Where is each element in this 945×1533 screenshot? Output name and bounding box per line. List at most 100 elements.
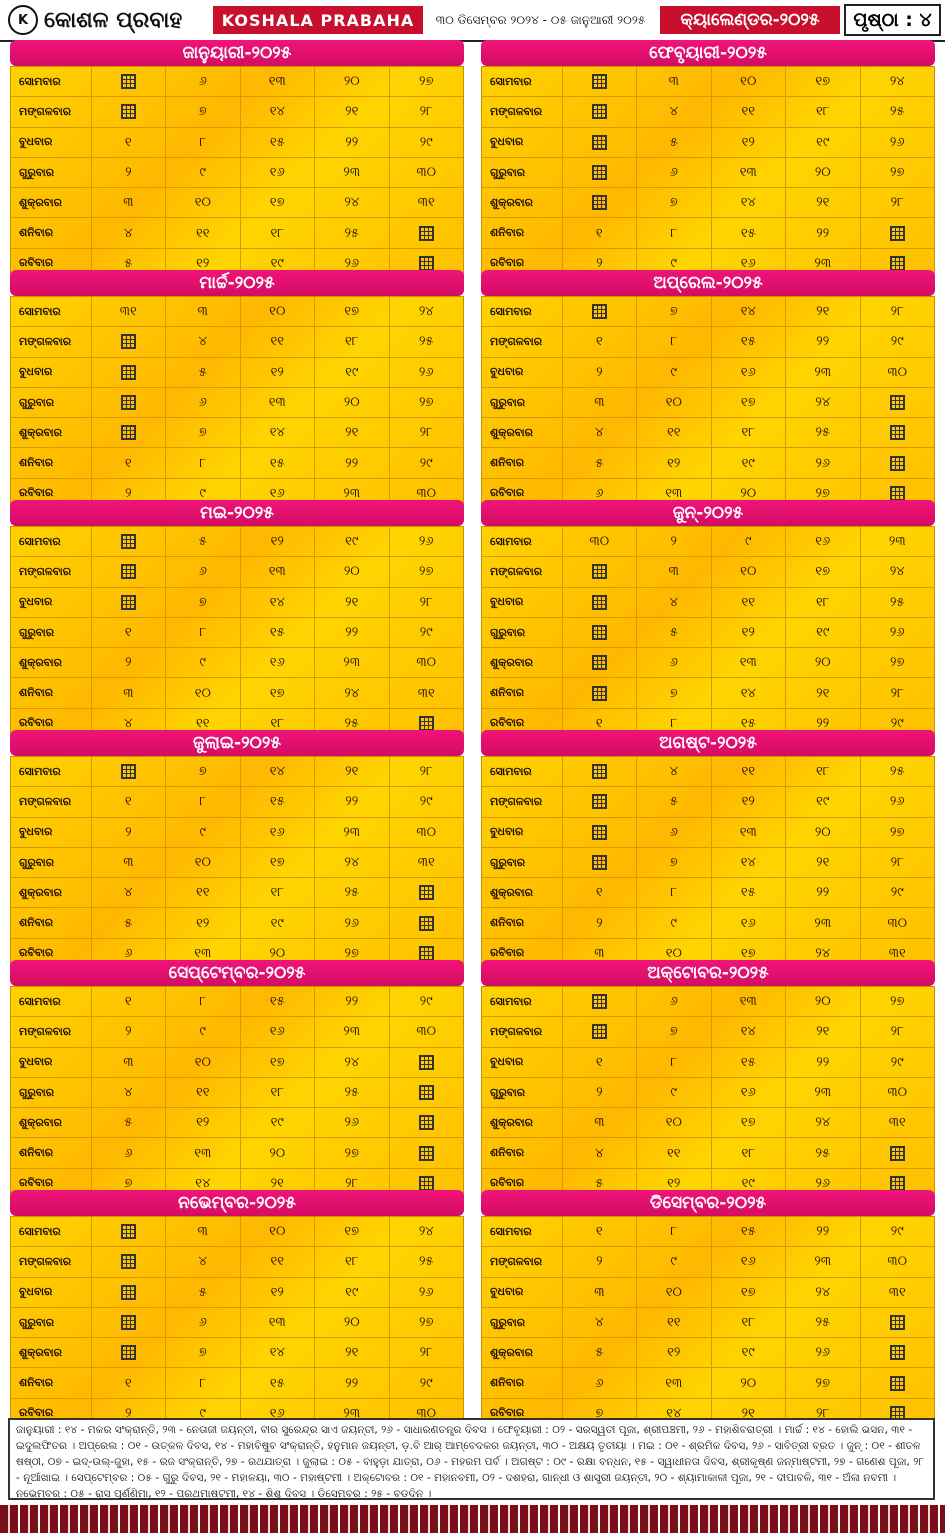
date-cell: ୧୭ xyxy=(712,938,787,969)
date-cell: ୯ xyxy=(166,1017,241,1047)
blank-date-cell xyxy=(861,1338,934,1367)
month-title: ଫେବୃୟାରୀ-୨୦୨୫ xyxy=(481,40,935,66)
date-cell: ୮ xyxy=(166,448,241,478)
week-row: ରବିବାର ୪ ୧୧ ୧୮ ୨୫ xyxy=(11,708,463,739)
week-row: ମଙ୍ଗଳବାର ୪ ୧୧ ୧୮ ୨୫ xyxy=(482,97,934,128)
blank-pattern-icon xyxy=(418,715,434,731)
date-cell: ୬ xyxy=(166,67,241,97)
date-cell: ୨୭ xyxy=(419,395,434,411)
date-cell: ୧୯ xyxy=(712,1168,787,1199)
date-cell: ୬ xyxy=(92,1138,167,1168)
date-cell: ୩ xyxy=(166,1217,241,1247)
month-title: ନଭେମ୍ବର-୨୦୨୫ xyxy=(10,1190,464,1216)
date-cell: ୨୧ xyxy=(786,847,861,878)
week-row: ଗୁରୁବାର ୩ ୧୦ ୧୭ ୨୪ ୩୧ xyxy=(11,847,463,879)
month-title: ଅପ୍ରେଲ-୨୦୨୫ xyxy=(481,270,935,296)
date-cell: ୩୦ xyxy=(416,1405,437,1421)
date-cell: ୨୧ xyxy=(315,587,390,617)
weekday-label: ଶୁକ୍ରବାର xyxy=(482,418,563,448)
weekday-label: ଶନିବାର xyxy=(482,1368,563,1398)
blank-pattern-icon xyxy=(591,655,607,671)
date-cell: ୨୨ xyxy=(786,1217,861,1247)
blank-date-cell xyxy=(390,878,463,907)
date-cell: ୨୩ xyxy=(888,534,906,550)
blank-date-cell xyxy=(390,1078,463,1107)
date-cell: ୨୬ xyxy=(418,364,434,380)
date-cell: ୨୧ xyxy=(315,757,390,787)
date-cell: ୧ xyxy=(92,787,167,817)
date-cell: ୧ xyxy=(92,448,167,478)
weekday-label: ରବିବାର xyxy=(482,248,563,279)
date-cell: ୧ xyxy=(92,987,167,1017)
date-cell: ୨ xyxy=(92,817,167,847)
date-cell: ୧୯ xyxy=(315,1277,390,1307)
decorative-border xyxy=(0,1505,945,1533)
blank-date-cell xyxy=(92,557,167,587)
weekday-label: ବୁଧବାର xyxy=(482,817,563,847)
date-cell: ୧ xyxy=(563,1047,638,1077)
date-cell: ୧୩ xyxy=(166,938,241,969)
date-cell: ୩ xyxy=(637,67,712,97)
date-cell: ୧୦ xyxy=(637,938,712,969)
date-cell: ୨ xyxy=(563,248,638,279)
date-cell: ୧୩ xyxy=(241,67,316,97)
date-cell: ୧ xyxy=(563,327,638,357)
blank-pattern-icon xyxy=(591,594,607,610)
month-title: ମାର୍ଚ୍ଚ-୨୦୨୫ xyxy=(10,270,464,296)
week-row: ବୁଧବାର ୧ ୮ ୧୫ ୨୨ ୨୯ xyxy=(11,127,463,158)
date-cell: ୧୩ xyxy=(712,817,787,847)
blank-pattern-icon xyxy=(120,364,136,380)
blank-date-cell xyxy=(92,1338,167,1368)
week-row: ଶୁକ୍ରବାର ୩ ୧୦ ୧୭ ୨୪ ୩୧ xyxy=(482,1108,934,1139)
month-table: ସୋମବାର ୫ ୧୨ ୧୯ ୨୬ ମଙ୍ଗଳବାର ୬ ୧୩ ୨୦ ୨୭ ବୁଧବାର ୭ ୧୪ ୨୧ ୨… xyxy=(10,526,464,740)
date-cell: ୧୦ xyxy=(712,67,787,97)
date-cell: ୧୭ xyxy=(712,1108,787,1138)
blank-date-cell xyxy=(563,678,638,708)
date-cell: ୨୩ xyxy=(786,1247,861,1277)
date-cell: ୩୧ xyxy=(417,855,435,871)
date-cell: ୨୭ xyxy=(890,655,905,671)
date-cell: ୮ xyxy=(166,127,241,157)
date-cell: ୬ xyxy=(637,987,712,1017)
date-cell: ୮ xyxy=(637,1217,712,1247)
month-title: ଜୁନ୍-୨୦୨୫ xyxy=(481,500,935,526)
date-cell: ୨୯ xyxy=(419,134,433,150)
date-cell: ୨ xyxy=(637,527,712,557)
week-row: ସୋମବାର ୪ ୧୧ ୧୮ ୨୫ xyxy=(482,757,934,788)
week-row: ଶୁକ୍ରବାର ୭ ୧୪ ୨୧ ୨୮ xyxy=(11,1338,463,1369)
date-cell: ୬ xyxy=(637,817,712,847)
blank-date-cell xyxy=(92,97,167,127)
week-row: ରବିବାର ୨ ୯ ୧୬ ୨୩ ୩୦ xyxy=(11,478,463,509)
weekday-label: ଶୁକ୍ରବାର xyxy=(482,188,563,218)
date-cell: ୨୧ xyxy=(786,297,861,327)
page-number: ପୃଷ୍ଠା : ୪ xyxy=(844,4,941,36)
date-cell: ୮ xyxy=(166,1368,241,1398)
date-cell: ୨୦ xyxy=(786,987,861,1017)
weekday-label: ଶୁକ୍ରବାର xyxy=(11,648,92,678)
week-row: ରବିବାର ୬ ୧୩ ୨୦ ୨୭ xyxy=(11,938,463,969)
date-cell: ୨୮ xyxy=(419,425,433,441)
date-cell: ୭ xyxy=(637,847,712,878)
date-cell: ୬ xyxy=(166,557,241,587)
week-row: ଗୁରୁବାର ୫ ୧୨ ୧୯ ୨୬ xyxy=(482,617,934,649)
blank-date-cell xyxy=(563,757,638,787)
weekday-label: ମଙ୍ଗଳବାର xyxy=(11,327,92,357)
blank-pattern-icon xyxy=(120,1254,136,1270)
blank-date-cell xyxy=(563,648,638,678)
date-cell: ୧୦ xyxy=(637,387,712,418)
blank-date-cell xyxy=(92,387,167,418)
blank-pattern-icon xyxy=(120,564,136,580)
month-table: ସୋମବାର ୪ ୧୧ ୧୮ ୨୫ ମଙ୍ଗଳବାର ୫ ୧୨ ୧୯ ୨୬ ବୁଧବାର ୬ ୧୩ ୨୦ ୨… xyxy=(481,756,935,970)
date-cell: ୯ xyxy=(637,248,712,279)
week-row: ଶୁକ୍ରବାର ୭ ୧୪ ୨୧ ୨୮ xyxy=(11,418,463,449)
week-row: ଗୁରୁବାର ୨ ୯ ୧୬ ୨୩ ୩୦ xyxy=(11,157,463,189)
date-cell: ୬ xyxy=(637,648,712,678)
month-block: ଜାନୁୟାରୀ-୨୦୨୫ ସୋମବାର ୬ ୧୩ ୨୦ ୨୭ ମଙ୍ଗଳବାର ୭ ୧୪ ୨୧ ୨… xyxy=(10,40,464,280)
month-title: ଡିସେମ୍ବର-୨୦୨୫ xyxy=(481,1190,935,1216)
weekday-label: ସୋମବାର xyxy=(11,297,92,327)
date-cell: ୨୨ xyxy=(786,218,861,248)
weekday-label: ଶୁକ୍ରବାର xyxy=(11,1338,92,1368)
week-row: ରବିବାର ୨ ୯ ୧୬ ୨୩ ୩୦ xyxy=(11,1398,463,1429)
weekday-label: ଶନିବାର xyxy=(11,448,92,478)
month-title: ଜୁଲାଇ-୨୦୨୫ xyxy=(10,730,464,756)
